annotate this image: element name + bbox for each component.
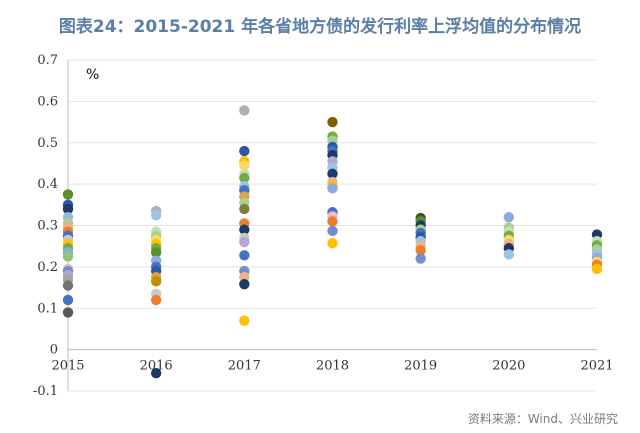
- y-tick-label: 0.2: [37, 260, 58, 275]
- unit-label: %: [86, 67, 99, 83]
- scatter-point: [62, 203, 74, 215]
- scatter-point: [503, 249, 515, 260]
- scatter-point: [503, 212, 515, 223]
- y-tick-label: 0.4: [37, 177, 58, 192]
- x-tick-label: 2016: [140, 359, 173, 374]
- scatter-point: [239, 279, 250, 290]
- scatter-point: [327, 116, 338, 128]
- scatter-point: [327, 238, 338, 249]
- scatter-point: [239, 224, 250, 235]
- source-note: 资料来源：Wind、兴业研究: [467, 412, 618, 426]
- scatter-point: [62, 294, 74, 306]
- scatter-point: [415, 245, 426, 256]
- y-tick-label: -0.1: [33, 384, 58, 399]
- scatter-point: [150, 247, 162, 258]
- scatter-point: [239, 172, 250, 184]
- x-tick-label: 2019: [404, 359, 437, 374]
- x-tick-label: 2015: [51, 359, 84, 374]
- scatter-point: [239, 315, 250, 326]
- chart-title: 图表24：2015-2021 年各省地方债的发行利率上浮均值的分布情况: [58, 17, 582, 37]
- y-tick-label: 0.7: [37, 53, 58, 68]
- scatter-point: [239, 160, 250, 171]
- data-points: [62, 105, 603, 379]
- scatter-point: [239, 236, 250, 248]
- scatter-point: [150, 276, 162, 287]
- scatter-point: [150, 368, 162, 379]
- y-axis-ticks: -0.1 0 0.1 0.2 0.3 0.4 0.5 0.6 0.7: [33, 53, 58, 399]
- scatter-point: [150, 209, 162, 221]
- scatter-point: [327, 216, 338, 227]
- scatter-point: [327, 225, 338, 237]
- scatter-point: [327, 168, 338, 179]
- scatter-point: [62, 280, 74, 291]
- y-tick-label: 0: [50, 343, 58, 358]
- scatter-point: [327, 183, 338, 194]
- scatter-point: [239, 203, 250, 215]
- scatter-point: [150, 294, 162, 306]
- scatter-point: [415, 253, 426, 264]
- x-tick-label: 2018: [316, 359, 349, 374]
- scatter-point: [239, 105, 250, 116]
- y-tick-label: 0.1: [37, 301, 58, 316]
- scatter-point: [239, 250, 250, 261]
- scatter-point: [239, 145, 250, 157]
- scatter-point: [591, 263, 603, 275]
- x-tick-label: 2021: [580, 359, 613, 374]
- scatter-point: [62, 307, 74, 318]
- y-tick-label: 0.3: [37, 219, 58, 234]
- y-tick-label: 0.6: [37, 94, 58, 109]
- scatter-point: [62, 189, 74, 200]
- x-tick-label: 2020: [492, 359, 525, 374]
- x-axis-ticks: 2015 2016 2017 2018 2019 2020 2021: [51, 359, 613, 374]
- x-tick-label: 2017: [228, 359, 261, 374]
- scatter-point: [62, 251, 74, 262]
- y-tick-label: 0.5: [37, 136, 58, 151]
